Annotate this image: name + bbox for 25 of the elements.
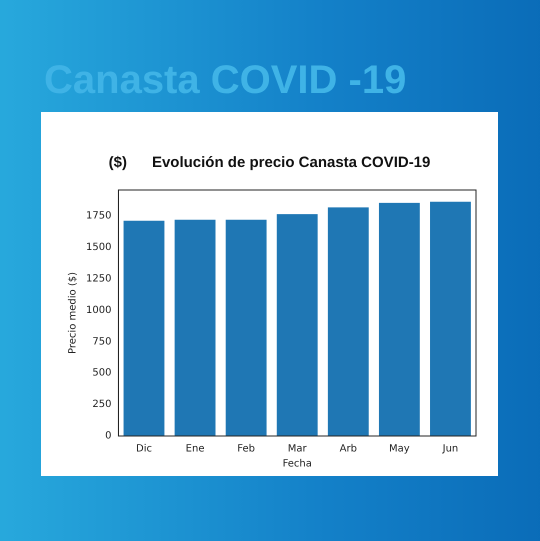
x-tick-label: Ene [186, 444, 204, 455]
bar [378, 202, 420, 436]
bar [174, 220, 216, 436]
chart-title: ($) Evolución de precio Canasta COVID-19 [108, 154, 430, 172]
y-tick-label: 750 [92, 336, 112, 348]
bar [430, 202, 471, 436]
bar [124, 220, 164, 436]
y-tick-label: 1000 [86, 304, 112, 316]
x-tick-label: Feb [237, 444, 256, 455]
y-tick-label: 500 [92, 368, 112, 379]
x-tick-label: Dic [136, 444, 152, 455]
y-tick-label: 1500 [86, 242, 112, 254]
x-tick-label: Arb [340, 444, 357, 455]
bar [276, 214, 318, 436]
y-axis-title: Precio medio ($) [68, 272, 79, 354]
y-tick-label: 250 [92, 399, 112, 410]
y-tick-label: 1750 [86, 210, 112, 222]
x-tick-label: May [389, 444, 410, 455]
y-tick-label: 0 [105, 430, 112, 442]
bar [226, 220, 267, 436]
x-axis-title: Fecha [282, 458, 312, 470]
bar [328, 207, 369, 436]
y-tick-label: 1250 [86, 273, 112, 284]
x-tick-label: Jun [442, 444, 458, 455]
x-tick-label: Mar [288, 444, 308, 455]
